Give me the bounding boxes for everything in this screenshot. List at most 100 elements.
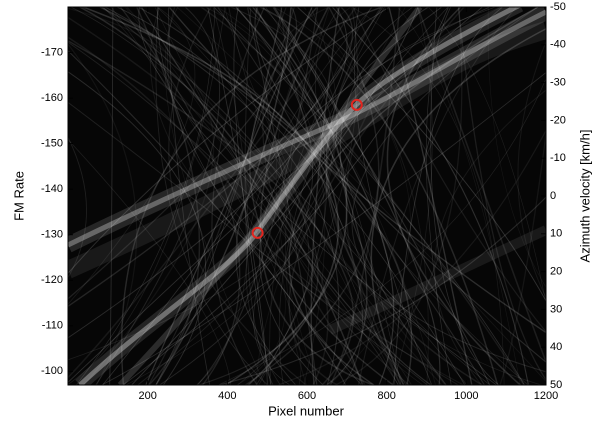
texture-line bbox=[131, 7, 419, 385]
texture-line bbox=[211, 7, 266, 385]
texture-line bbox=[353, 7, 433, 385]
texture-line bbox=[75, 7, 216, 385]
texture-line bbox=[199, 7, 525, 385]
texture-line bbox=[155, 7, 269, 385]
texture-line bbox=[333, 7, 463, 385]
texture-line bbox=[254, 7, 546, 363]
texture-line bbox=[68, 139, 231, 385]
y2-tick-label: 20 bbox=[550, 266, 562, 278]
texture-line bbox=[315, 7, 529, 385]
texture-line bbox=[137, 7, 486, 385]
texture-line bbox=[145, 7, 313, 385]
texture-line bbox=[138, 7, 498, 385]
x-tick-label: 1200 bbox=[534, 390, 558, 402]
y2-tick-label: 10 bbox=[550, 228, 562, 240]
texture-line bbox=[392, 7, 433, 385]
texture-line bbox=[100, 71, 546, 385]
texture-line bbox=[68, 7, 357, 379]
y2-tick-label: -10 bbox=[550, 152, 566, 164]
texture-line bbox=[213, 7, 525, 385]
texture-line bbox=[68, 16, 329, 385]
texture-line bbox=[255, 7, 406, 385]
texture-line bbox=[68, 71, 207, 385]
texture-line bbox=[517, 40, 546, 299]
y-tick-label: -140 bbox=[41, 183, 63, 195]
texture-line bbox=[154, 7, 424, 385]
texture-line bbox=[351, 7, 505, 385]
texture-line bbox=[101, 7, 319, 385]
texture-line bbox=[109, 7, 114, 385]
y2-tick-label: 30 bbox=[550, 303, 562, 315]
texture-line bbox=[78, 7, 364, 385]
texture-line bbox=[95, 7, 221, 385]
texture-line bbox=[149, 7, 465, 385]
y-tick-label: -130 bbox=[41, 229, 63, 241]
texture-line bbox=[427, 7, 546, 305]
texture-line bbox=[273, 7, 441, 385]
texture-line bbox=[416, 7, 546, 365]
texture-line bbox=[388, 7, 473, 385]
marker bbox=[251, 226, 264, 239]
texture-line bbox=[235, 7, 395, 385]
texture-line bbox=[329, 7, 401, 385]
texture-line bbox=[259, 7, 376, 385]
texture-line bbox=[68, 7, 348, 339]
texture-line bbox=[68, 7, 484, 383]
texture-line bbox=[147, 7, 295, 385]
texture-line bbox=[102, 7, 384, 385]
texture-line bbox=[68, 7, 298, 300]
texture-line bbox=[280, 7, 401, 385]
texture-line bbox=[434, 89, 546, 385]
y-tick-label: -120 bbox=[41, 274, 63, 286]
texture-line bbox=[351, 7, 546, 373]
texture-line bbox=[265, 7, 443, 385]
texture-line bbox=[68, 7, 226, 385]
texture-line bbox=[157, 7, 362, 385]
texture-line bbox=[166, 7, 460, 385]
texture-line bbox=[68, 7, 215, 385]
texture-line bbox=[135, 7, 201, 385]
y-tick-label: -100 bbox=[41, 365, 63, 377]
texture-line bbox=[98, 7, 413, 385]
texture-line bbox=[397, 7, 521, 385]
texture-line bbox=[124, 7, 286, 385]
texture-line bbox=[244, 7, 274, 385]
texture-line bbox=[259, 7, 443, 385]
x-tick-label: 600 bbox=[298, 390, 316, 402]
texture-line bbox=[217, 77, 546, 385]
y-tick-label: -160 bbox=[41, 92, 63, 104]
x-tick-label: 400 bbox=[218, 390, 236, 402]
x-axis-label: Pixel number bbox=[268, 403, 345, 418]
texture-line bbox=[275, 7, 352, 385]
texture-line bbox=[258, 7, 499, 385]
texture-line bbox=[155, 7, 292, 385]
texture-line bbox=[296, 7, 546, 302]
y2-tick-label: -20 bbox=[550, 114, 566, 126]
texture-line bbox=[325, 7, 497, 385]
texture-line bbox=[243, 7, 380, 385]
texture-line bbox=[425, 7, 452, 385]
texture-line bbox=[265, 7, 402, 385]
y2-tick-label: 50 bbox=[550, 379, 562, 391]
texture-line bbox=[125, 7, 338, 385]
texture-line bbox=[235, 7, 491, 385]
texture-line bbox=[204, 7, 326, 385]
texture-line bbox=[196, 7, 319, 385]
y-tick-label: -110 bbox=[42, 320, 63, 332]
texture-line bbox=[487, 7, 546, 288]
texture-line bbox=[125, 7, 447, 385]
texture-line bbox=[136, 7, 338, 385]
texture-line bbox=[370, 28, 546, 385]
texture-line bbox=[245, 7, 373, 385]
x-tick-label: 1000 bbox=[454, 390, 478, 402]
texture-line bbox=[110, 7, 302, 385]
texture-line bbox=[140, 7, 433, 385]
texture-line bbox=[68, 7, 354, 308]
texture-line bbox=[68, 41, 400, 385]
texture-line bbox=[68, 7, 196, 305]
texture-line bbox=[68, 136, 87, 279]
texture-line bbox=[272, 7, 429, 385]
texture-line bbox=[207, 7, 268, 385]
texture-line bbox=[122, 7, 449, 385]
texture-line bbox=[326, 7, 484, 385]
